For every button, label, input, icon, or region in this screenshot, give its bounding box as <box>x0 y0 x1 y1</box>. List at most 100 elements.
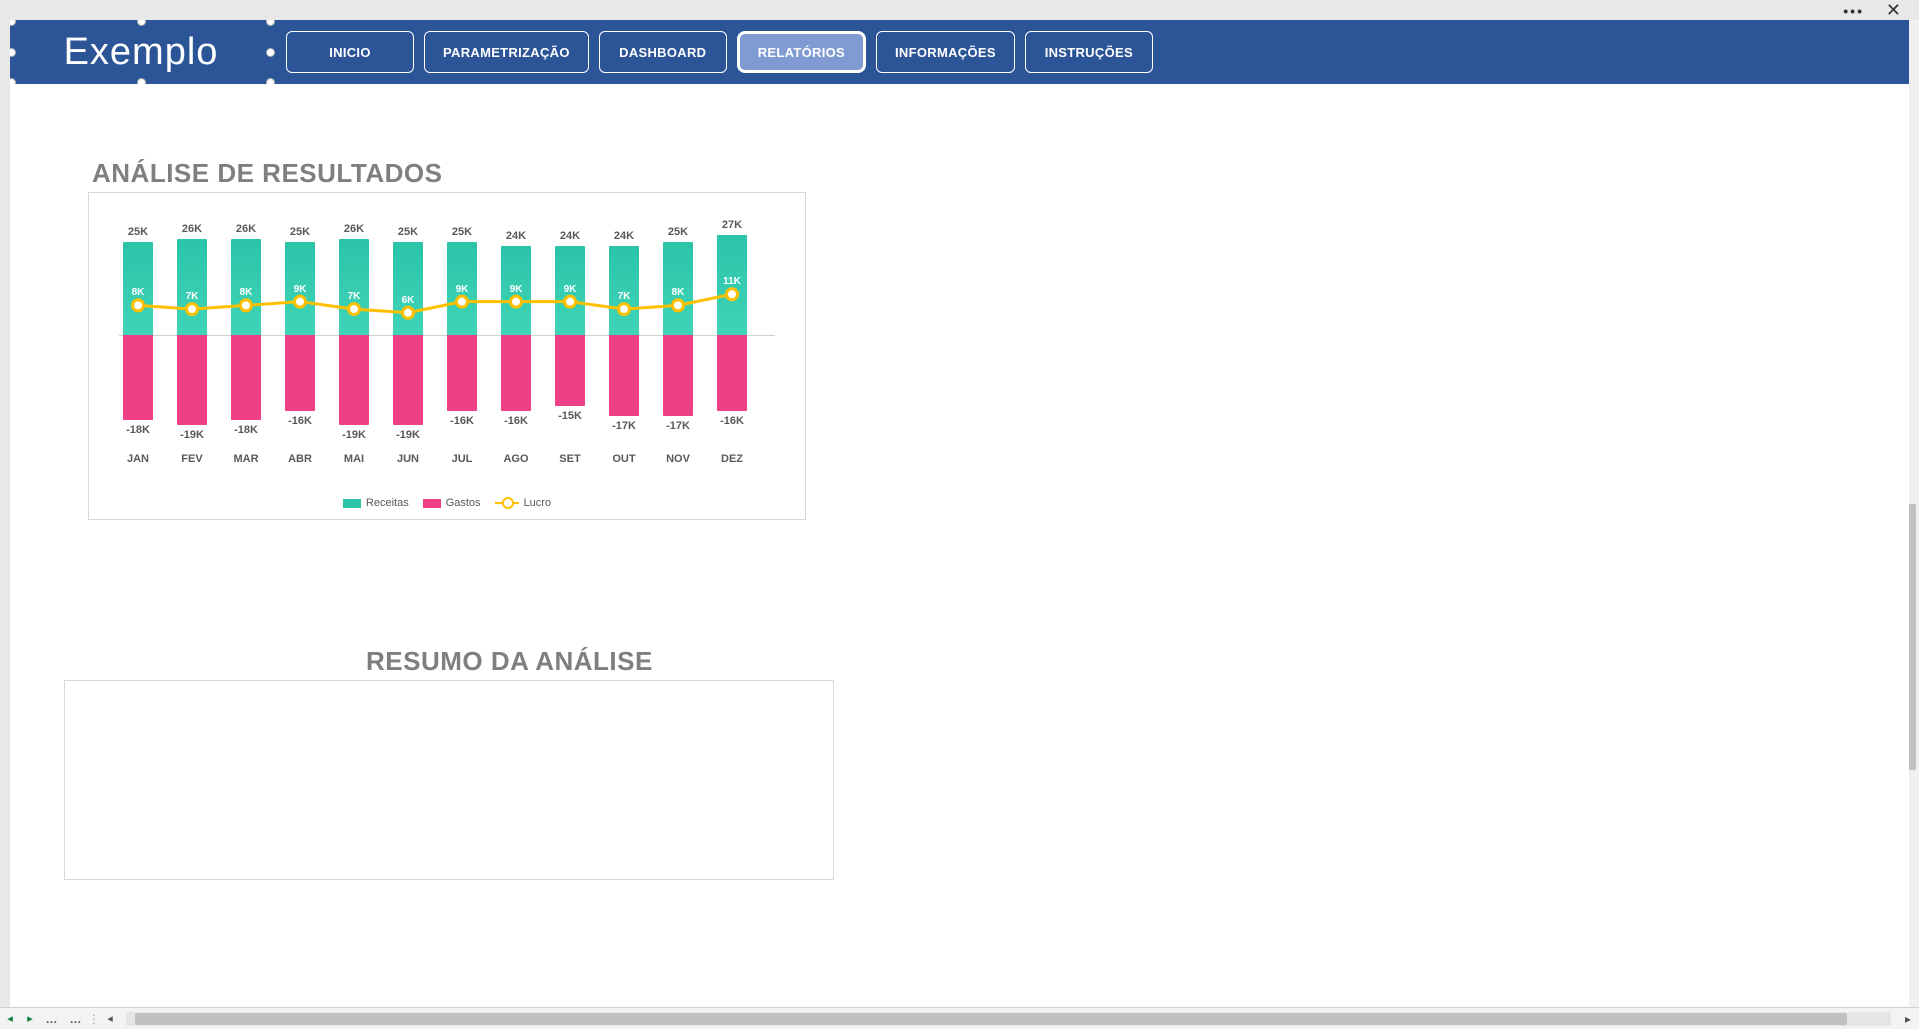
category-label: MAR <box>218 453 274 465</box>
legend-swatch-icon <box>423 499 441 508</box>
nav-header: Exemplo INICIOPARAMETRIZAÇÃODASHBOARDREL… <box>10 20 1909 84</box>
bar-label-receitas: 25K <box>380 226 436 238</box>
bar-label-gastos: -19K <box>326 429 382 441</box>
category-label: OUT <box>596 453 652 465</box>
bar-receitas <box>177 239 207 335</box>
bar-label-gastos: -18K <box>218 424 274 436</box>
legend-line-marker-icon <box>495 502 519 504</box>
chart-plot-area: 25K-18KJAN8K26K-19KFEV7K26K-18KMAR8K25K-… <box>119 235 775 425</box>
nav-btn-inicio[interactable]: INICIO <box>286 31 414 73</box>
category-label: JUL <box>434 453 490 465</box>
bar-receitas <box>231 239 261 335</box>
bar-label-receitas: 26K <box>326 223 382 235</box>
nav-btn-informações[interactable]: INFORMAÇÕES <box>876 31 1015 73</box>
nav-btn-dashboard[interactable]: DASHBOARD <box>599 31 727 73</box>
bar-gastos <box>501 335 531 411</box>
category-label: JUN <box>380 453 436 465</box>
nav-btn-relatórios[interactable]: RELATÓRIOS <box>737 31 866 73</box>
bar-label-gastos: -17K <box>596 420 652 432</box>
hscroll-right-icon[interactable]: ▸ <box>1897 1012 1919 1026</box>
category-label: FEV <box>164 453 220 465</box>
section-title-analise: ANÁLISE DE RESULTADOS <box>92 158 442 189</box>
chart-container[interactable]: 25K-18KJAN8K26K-19KFEV7K26K-18KMAR8K25K-… <box>88 192 806 520</box>
category-label: JAN <box>110 453 166 465</box>
sheet-prev-icon[interactable]: ◂ <box>0 1012 20 1025</box>
category-label: MAI <box>326 453 382 465</box>
lucro-line-layer <box>119 235 757 427</box>
bar-label-receitas: 26K <box>164 223 220 235</box>
sheet-next-icon[interactable]: ▸ <box>20 1012 40 1025</box>
bar-receitas <box>285 242 315 335</box>
bar-receitas <box>339 239 369 335</box>
bar-label-gastos: -16K <box>488 415 544 427</box>
app-frame: ••• ✕ Exemplo INICIOPARAMETRIZAÇÃODASHBO… <box>0 0 1919 1029</box>
window-close-icon[interactable]: ✕ <box>1886 0 1901 21</box>
bar-label-receitas: 25K <box>434 226 490 238</box>
category-label: SET <box>542 453 598 465</box>
legend-label: Receitas <box>366 497 409 509</box>
selection-handle-icon[interactable] <box>266 48 275 57</box>
bar-receitas <box>393 242 423 335</box>
legend-label: Gastos <box>446 497 481 509</box>
selection-handle-icon[interactable] <box>10 20 16 26</box>
selection-handle-icon[interactable] <box>266 20 275 26</box>
legend-item-receitas: Receitas <box>343 497 409 509</box>
legend-item-gastos: Gastos <box>423 497 481 509</box>
bar-receitas <box>609 246 639 335</box>
bar-label-receitas: 25K <box>110 226 166 238</box>
hscroll-left-icon[interactable]: ◂ <box>100 1012 120 1025</box>
bar-label-receitas: 24K <box>596 230 652 242</box>
bar-gastos <box>393 335 423 425</box>
bar-gastos <box>123 335 153 420</box>
legend-label: Lucro <box>524 497 552 509</box>
logo-text: Exemplo <box>64 31 219 74</box>
bar-label-gastos: -19K <box>164 429 220 441</box>
bar-receitas <box>663 242 693 335</box>
selection-handle-icon[interactable] <box>10 48 16 57</box>
horizontal-scroll-thumb[interactable] <box>135 1013 1847 1025</box>
legend-item-lucro: Lucro <box>495 497 552 509</box>
legend-swatch-icon <box>343 499 361 508</box>
bar-gastos <box>717 335 747 411</box>
bar-label-gastos: -18K <box>110 424 166 436</box>
bar-gastos <box>339 335 369 425</box>
category-label: AGO <box>488 453 544 465</box>
horizontal-scrollbar[interactable] <box>126 1012 1891 1026</box>
bar-receitas <box>717 235 747 335</box>
nav-button-row: INICIOPARAMETRIZAÇÃODASHBOARDRELATÓRIOSI… <box>286 31 1153 73</box>
resumo-container[interactable] <box>64 680 834 880</box>
bar-label-receitas: 27K <box>704 219 760 231</box>
bar-gastos <box>447 335 477 411</box>
window-titlebar: ••• ✕ <box>0 0 1919 20</box>
bar-receitas <box>501 246 531 335</box>
bar-label-receitas: 25K <box>272 226 328 238</box>
bar-label-receitas: 24K <box>542 230 598 242</box>
bar-label-gastos: -17K <box>650 420 706 432</box>
bar-gastos <box>285 335 315 411</box>
window-menu-dots-icon[interactable]: ••• <box>1843 3 1864 19</box>
bar-label-receitas: 26K <box>218 223 274 235</box>
workbook-area: Exemplo INICIOPARAMETRIZAÇÃODASHBOARDREL… <box>10 20 1909 1007</box>
category-label: ABR <box>272 453 328 465</box>
logo-selection-box[interactable]: Exemplo <box>10 20 272 84</box>
nav-btn-instruções[interactable]: INSTRUÇÕES <box>1025 31 1153 73</box>
content-area: ANÁLISE DE RESULTADOS 25K-18KJAN8K26K-19… <box>10 84 1909 1007</box>
sheet-tab-bar: ◂ ▸ … … ⋮ ◂ ▸ <box>0 1007 1919 1029</box>
bar-receitas <box>123 242 153 335</box>
sheet-overflow-icon[interactable]: … <box>40 1012 64 1026</box>
category-label: NOV <box>650 453 706 465</box>
bar-receitas <box>555 246 585 335</box>
sheet-grip-icon[interactable]: ⋮ <box>88 1012 100 1026</box>
bar-gastos <box>555 335 585 406</box>
bar-label-gastos: -19K <box>380 429 436 441</box>
chart-legend: Receitas Gastos Lucro <box>89 497 805 509</box>
selection-handle-icon[interactable] <box>137 20 146 26</box>
bar-label-gastos: -16K <box>272 415 328 427</box>
nav-btn-parametrização[interactable]: PARAMETRIZAÇÃO <box>424 31 589 73</box>
category-label: DEZ <box>704 453 760 465</box>
bar-label-gastos: -16K <box>434 415 490 427</box>
sheet-overflow-icon[interactable]: … <box>64 1012 88 1026</box>
bar-label-gastos: -15K <box>542 410 598 422</box>
section-title-resumo: RESUMO DA ANÁLISE <box>366 646 653 677</box>
bar-label-receitas: 24K <box>488 230 544 242</box>
